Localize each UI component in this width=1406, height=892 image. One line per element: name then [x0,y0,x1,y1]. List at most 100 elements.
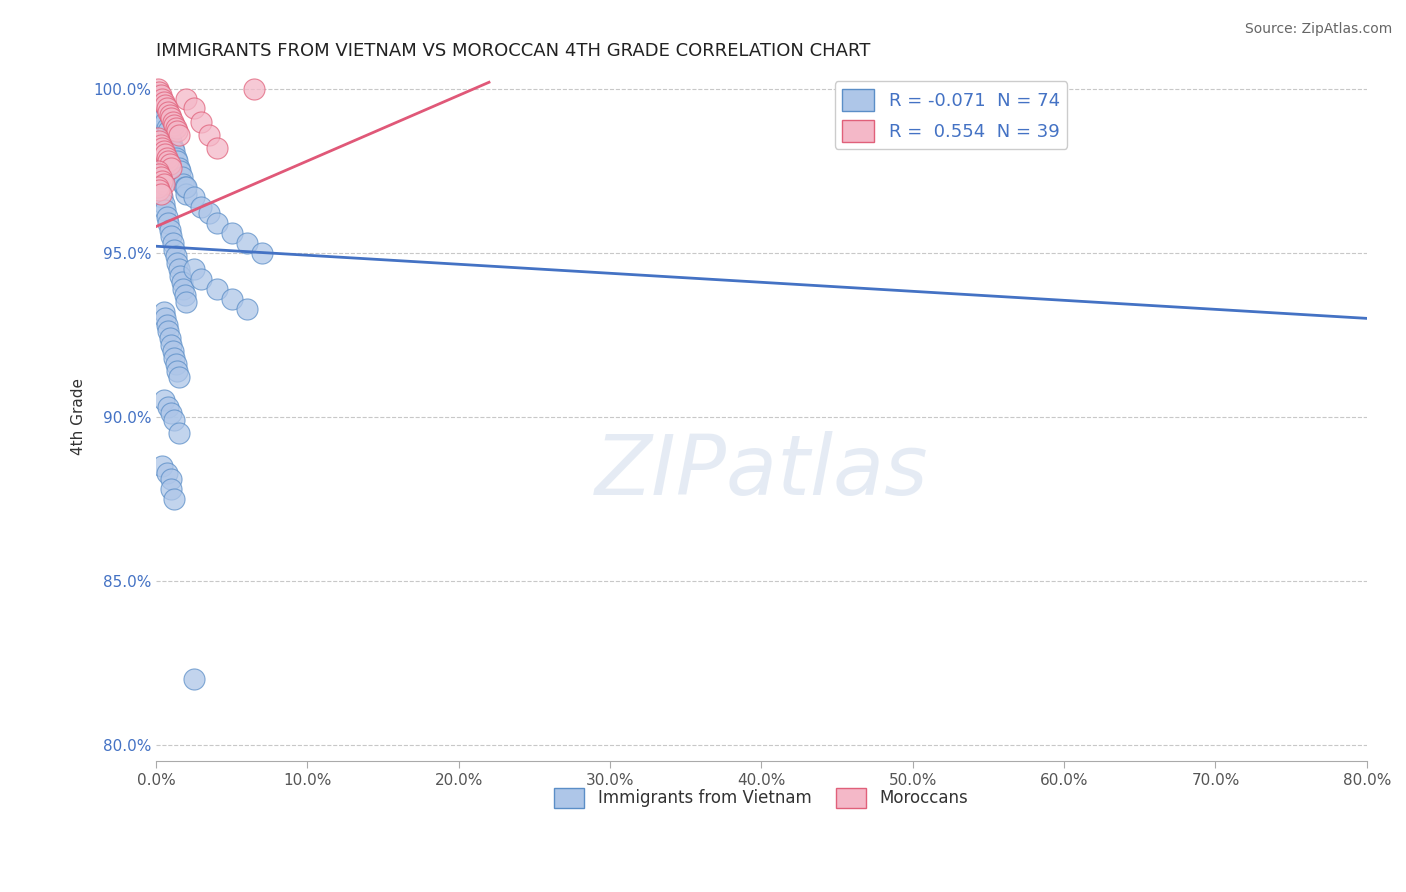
Point [165,357,187,371]
Point [163,144,186,158]
Point [150,92,173,106]
Point [152,196,174,211]
Point [150,141,173,155]
Point [163,413,186,427]
Point [149,186,172,201]
Point [156,466,179,480]
Point [172,282,194,296]
Point [157,325,180,339]
Point [236,301,259,316]
Point [146,180,169,194]
Point [148,134,170,148]
Point [149,180,172,194]
Point [159,157,181,171]
Point [170,170,193,185]
Point [176,186,198,201]
Point [156,151,179,165]
Point [152,95,174,109]
Point [146,163,169,178]
Point [221,292,243,306]
Point [163,243,186,257]
Point [221,226,243,240]
Point [159,331,181,345]
Point [205,216,228,230]
Point [148,184,170,198]
Point [160,472,183,486]
Point [183,262,205,277]
Point [169,268,191,283]
Point [167,161,190,175]
Point [167,370,190,384]
Point [146,88,169,103]
Point [173,180,195,194]
Point [160,229,183,244]
Point [160,112,183,126]
Y-axis label: 4th Grade: 4th Grade [72,378,86,455]
Point [172,177,194,191]
Point [205,141,228,155]
Point [243,82,266,96]
Point [152,177,174,191]
Point [176,295,198,310]
Point [149,102,172,116]
Point [167,426,190,441]
Point [149,137,172,152]
Point [170,275,193,289]
Point [198,128,221,142]
Point [163,351,186,365]
Text: ZIPatlas: ZIPatlas [595,432,928,512]
Point [163,118,186,132]
Point [166,364,188,378]
Point [160,482,183,496]
Point [157,104,180,119]
Point [157,216,180,230]
Point [156,121,179,136]
Point [160,161,183,175]
Point [146,131,169,145]
Point [148,174,170,188]
Point [159,108,181,122]
Point [153,98,176,112]
Point [157,153,180,168]
Point [156,210,179,224]
Point [162,141,184,155]
Point [150,458,173,473]
Text: Source: ZipAtlas.com: Source: ZipAtlas.com [1244,22,1392,37]
Point [148,167,170,181]
Point [150,174,173,188]
Point [150,190,173,204]
Text: IMMIGRANTS FROM VIETNAM VS MOROCCAN 4TH GRADE CORRELATION CHART: IMMIGRANTS FROM VIETNAM VS MOROCCAN 4TH … [156,42,870,60]
Point [157,400,180,414]
Legend: Immigrants from Vietnam, Moroccans: Immigrants from Vietnam, Moroccans [548,781,976,814]
Point [236,235,259,250]
Point [152,144,174,158]
Point [167,262,190,277]
Point [173,288,195,302]
Point [183,102,205,116]
Point [146,82,169,96]
Point [165,121,187,136]
Point [153,147,176,161]
Point [167,128,190,142]
Point [146,163,169,178]
Point [176,92,198,106]
Point [176,180,198,194]
Point [149,170,172,185]
Point [152,112,174,126]
Point [198,206,221,220]
Point [183,190,205,204]
Point [148,95,170,109]
Point [159,223,181,237]
Point [166,255,188,269]
Point [162,344,184,359]
Point [157,124,180,138]
Point [150,104,173,119]
Point [183,672,205,686]
Point [169,163,191,178]
Point [153,311,176,326]
Point [152,305,174,319]
Point [153,203,176,218]
Point [160,134,183,148]
Point [156,318,179,332]
Point [159,131,181,145]
